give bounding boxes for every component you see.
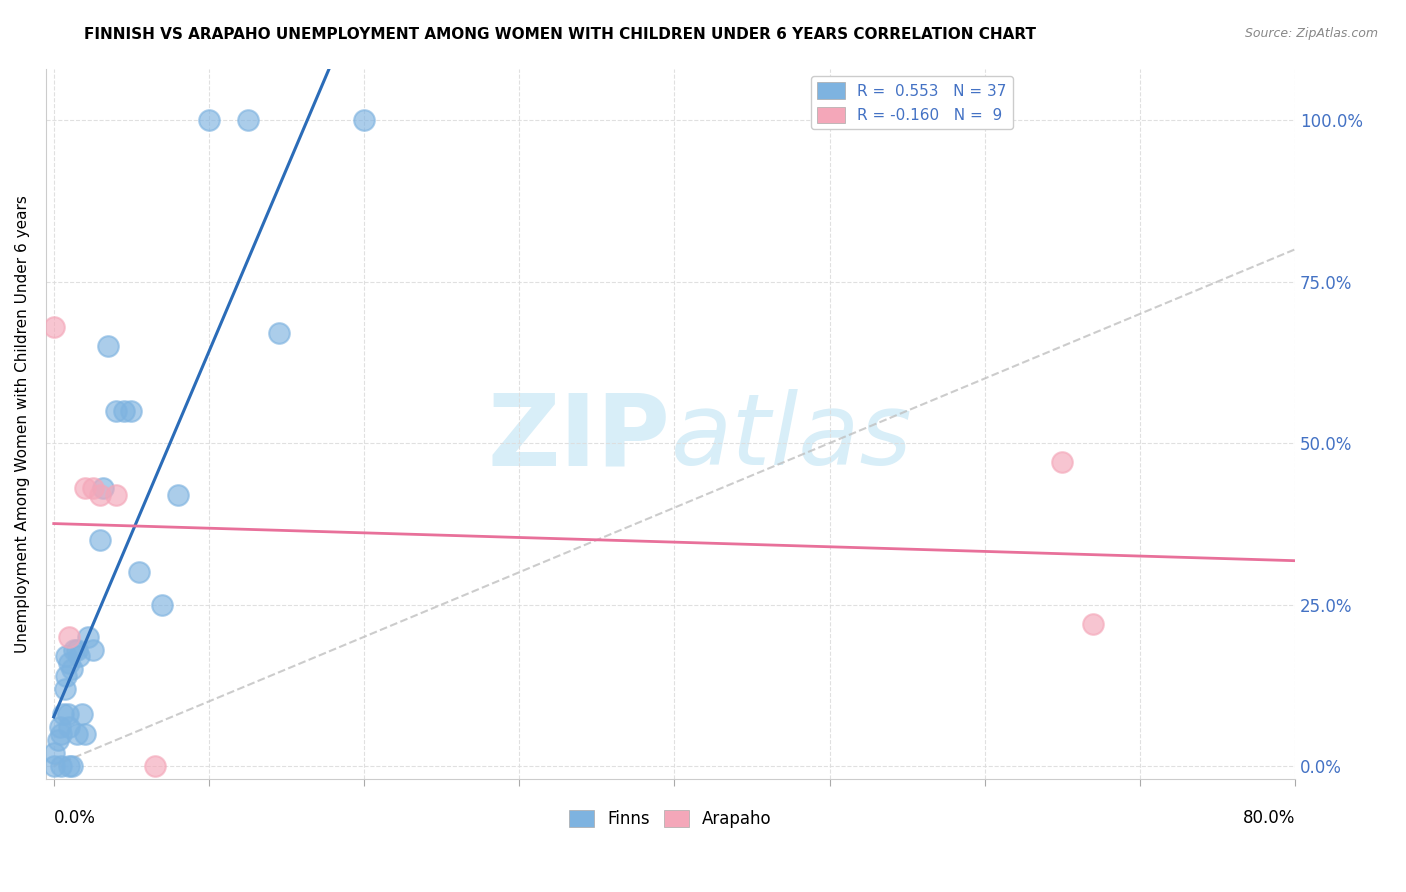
Point [55, 649, 77, 664]
Point [76, 630, 98, 644]
Point [49, 720, 72, 734]
Text: ZIP: ZIP [488, 390, 671, 486]
Point [93, 481, 115, 495]
Point [143, 759, 166, 773]
Point [89, 533, 111, 547]
Point [66, 642, 89, 657]
Point [48, 733, 70, 747]
Point [42, 759, 65, 773]
Point [73, 727, 96, 741]
Point [104, 488, 127, 502]
Point [58, 630, 80, 644]
Point [66, 727, 89, 741]
Point [73, 481, 96, 495]
Legend: Finns, Arapaho: Finns, Arapaho [562, 803, 779, 835]
Text: FINNISH VS ARAPAHO UNEMPLOYMENT AMONG WOMEN WITH CHILDREN UNDER 6 YEARS CORRELAT: FINNISH VS ARAPAHO UNEMPLOYMENT AMONG WO… [84, 27, 1036, 42]
Text: 0.0%: 0.0% [53, 809, 96, 828]
Text: Source: ZipAtlas.com: Source: ZipAtlas.com [1244, 27, 1378, 40]
Point [67, 649, 90, 664]
Point [89, 488, 111, 502]
Point [120, 404, 142, 418]
Point [128, 566, 150, 580]
Point [56, 707, 79, 722]
Point [60, 759, 83, 773]
Y-axis label: Unemployment Among Women with Children Under 6 years: Unemployment Among Women with Children U… [15, 194, 30, 653]
Point [51, 759, 73, 773]
Point [97, 339, 120, 353]
Point [167, 488, 190, 502]
Point [52, 707, 75, 722]
Point [267, 326, 290, 341]
Point [82, 481, 104, 495]
Point [150, 598, 173, 612]
Point [112, 404, 135, 418]
Point [58, 759, 80, 773]
Point [60, 662, 83, 676]
Text: 80.0%: 80.0% [1243, 809, 1295, 828]
Point [53, 681, 76, 696]
Point [353, 113, 375, 128]
Point [42, 746, 65, 760]
Point [63, 642, 86, 657]
Point [51, 727, 73, 741]
Point [104, 404, 127, 418]
Point [58, 720, 80, 734]
Point [58, 656, 80, 670]
Point [55, 668, 77, 682]
Point [1083, 616, 1105, 631]
Point [236, 113, 259, 128]
Point [1052, 455, 1074, 469]
Point [82, 642, 104, 657]
Point [198, 113, 221, 128]
Point [42, 319, 65, 334]
Text: atlas: atlas [671, 390, 912, 486]
Point [70, 707, 93, 722]
